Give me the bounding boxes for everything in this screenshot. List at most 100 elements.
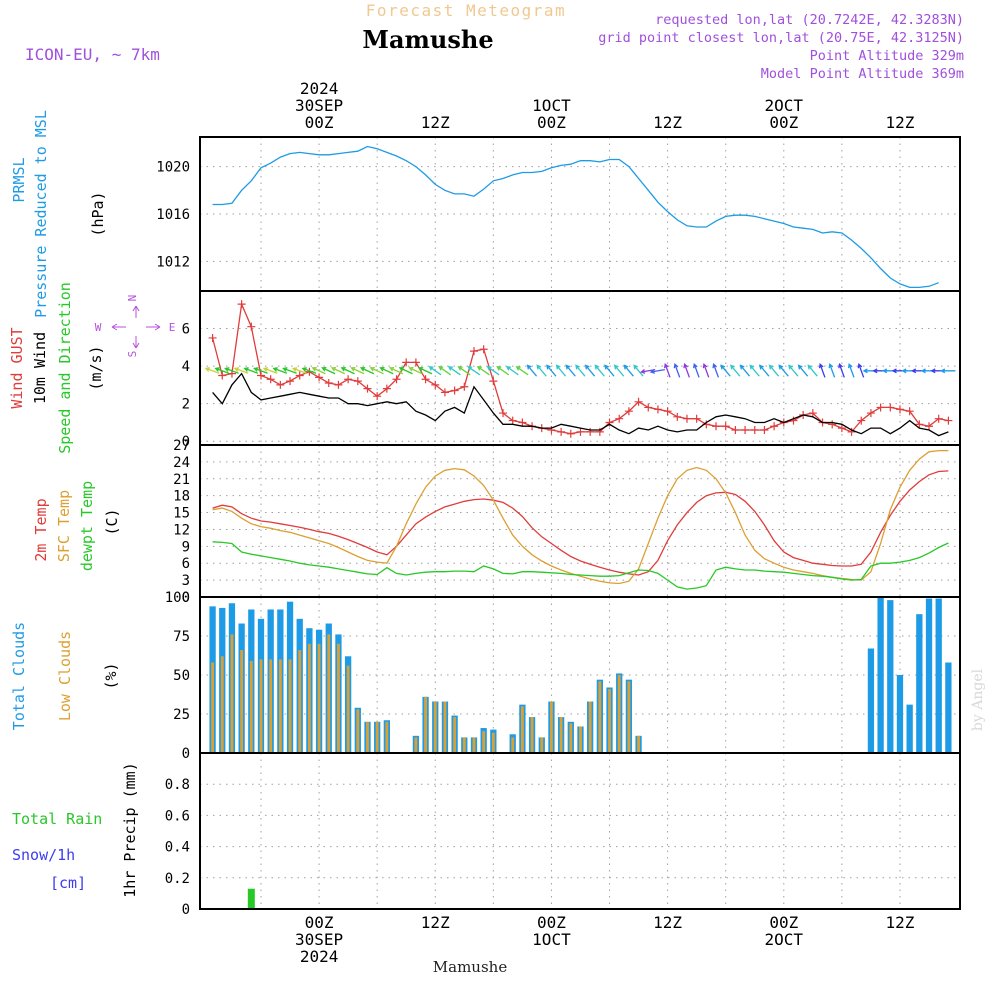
gust-marker xyxy=(402,358,411,367)
gust-marker xyxy=(886,403,895,412)
wind-direction-arrow xyxy=(633,364,644,377)
gust-marker xyxy=(266,375,275,384)
y-tick-label: 0.6 xyxy=(165,808,190,824)
compass-arrows xyxy=(111,305,161,349)
wind-direction-arrow xyxy=(350,366,365,375)
wind-direction-arrow xyxy=(828,362,836,378)
wind-direction-arrow xyxy=(272,367,288,374)
gust-marker xyxy=(692,414,701,423)
gust-marker xyxy=(857,416,866,425)
y-tick-label: 6 xyxy=(182,556,190,572)
info-point-altitude: Point Altitude 329m xyxy=(810,48,964,64)
gust-marker xyxy=(344,375,353,384)
gust-marker xyxy=(557,427,566,436)
wind-direction-arrow xyxy=(778,364,789,377)
wind-direction-arrow xyxy=(838,362,845,378)
low-cloud-bar xyxy=(511,737,515,753)
gust-marker xyxy=(479,345,488,354)
gust-marker xyxy=(256,371,265,380)
wind-direction-arrow xyxy=(663,362,671,378)
low-cloud-bar xyxy=(579,726,582,753)
time-label-bottom: 12Z xyxy=(421,913,450,932)
wind-direction-arrow xyxy=(683,362,690,378)
y-tick-label: 0.8 xyxy=(165,777,190,793)
wind-direction-arrow xyxy=(359,366,375,375)
wind-direction-arrow xyxy=(467,366,481,376)
gust-marker xyxy=(712,422,721,431)
wind-direction-arrow xyxy=(301,367,317,374)
y-tick-label: 25 xyxy=(173,707,190,723)
wind-direction-arrow xyxy=(496,366,510,376)
wind-direction-arrow xyxy=(515,366,529,376)
wind-direction-arrow xyxy=(712,362,720,378)
low-cloud-bar xyxy=(627,681,631,753)
total-cloud-bar xyxy=(877,597,884,753)
low-cloud-bar xyxy=(550,701,553,753)
low-cloud-bar xyxy=(220,656,224,753)
time-label-bottom: 00Z xyxy=(305,913,334,932)
wind-direction-arrow xyxy=(438,366,452,376)
low-cloud-bar xyxy=(520,706,524,753)
y-tick-label: 2 xyxy=(182,397,190,413)
gust-marker xyxy=(721,422,730,431)
temperature-series-0-line xyxy=(212,470,949,576)
gust-marker xyxy=(605,418,614,427)
wind-direction-arrow xyxy=(594,364,605,377)
wind-title-dir: Speed and Direction xyxy=(56,282,74,454)
y-tick-label: 1016 xyxy=(156,207,190,223)
total-cloud-bar xyxy=(945,662,952,753)
total-cloud-bar xyxy=(906,704,913,753)
gust-marker xyxy=(624,407,633,416)
low-cloud-bar xyxy=(366,721,369,753)
gust-marker xyxy=(595,427,604,436)
wind-direction-arrow xyxy=(536,364,547,377)
gust-marker xyxy=(915,420,924,429)
wind-direction-arrow xyxy=(555,364,567,377)
low-cloud-bar xyxy=(453,717,457,753)
total-cloud-bar xyxy=(916,614,923,753)
low-cloud-bar xyxy=(569,723,573,753)
low-cloud-bar xyxy=(424,696,427,753)
wind-direction-arrow xyxy=(749,364,760,377)
low-cloud-bar xyxy=(637,735,640,753)
gust-marker xyxy=(644,403,653,412)
pressure-unit: (hPa) xyxy=(89,191,107,236)
pressure-series-0-line xyxy=(212,145,939,289)
info-requested: requested lon,lat (20.7242E, 42.3283N) xyxy=(655,12,964,28)
wind-direction-arrow xyxy=(418,366,433,375)
temp-unit: (C) xyxy=(103,508,121,535)
gust-marker xyxy=(421,375,430,384)
y-tick-label: 0.2 xyxy=(165,871,190,887)
y-tick-label: 0 xyxy=(182,590,190,606)
wind-direction-arrow xyxy=(369,366,384,375)
wind-direction-arrow xyxy=(546,364,557,377)
wind-direction-arrow xyxy=(321,366,336,375)
total-cloud-bar xyxy=(867,648,875,753)
wind-direction-arrow xyxy=(526,364,538,377)
gust-marker xyxy=(566,429,575,438)
watermark: by Angel xyxy=(970,668,986,731)
y-tick-label: 50 xyxy=(173,668,190,684)
wind-direction-arrow xyxy=(447,366,461,376)
wind-direction-arrow xyxy=(584,364,596,377)
low-cloud-bar xyxy=(356,709,360,753)
wind-direction-arrow xyxy=(649,368,665,374)
low-cloud-bar xyxy=(337,643,340,753)
gust-marker xyxy=(576,427,585,436)
temperature-series-2-line xyxy=(212,541,949,590)
total-cloud-bar xyxy=(935,598,942,753)
gust-marker xyxy=(944,416,953,425)
wind-direction-arrow xyxy=(575,364,586,377)
wind-direction-arrow xyxy=(486,366,500,376)
low-cloud-bar xyxy=(472,737,476,753)
wind-direction-arrow xyxy=(788,364,799,377)
precip-panel: 0 0.2 0.4 0.6 0.8 1hr Precip (mm) Total Rain Sn… xyxy=(12,752,961,918)
time-label-bottom: 00Z xyxy=(769,913,798,932)
low-cloud-bar xyxy=(317,643,321,753)
time-label-top: 2OCT xyxy=(765,96,804,115)
gust-marker xyxy=(586,427,595,436)
wind-direction-arrow xyxy=(818,362,826,378)
wind-direction-arrow xyxy=(428,366,442,376)
time-label-bottom: 2024 xyxy=(300,947,339,966)
